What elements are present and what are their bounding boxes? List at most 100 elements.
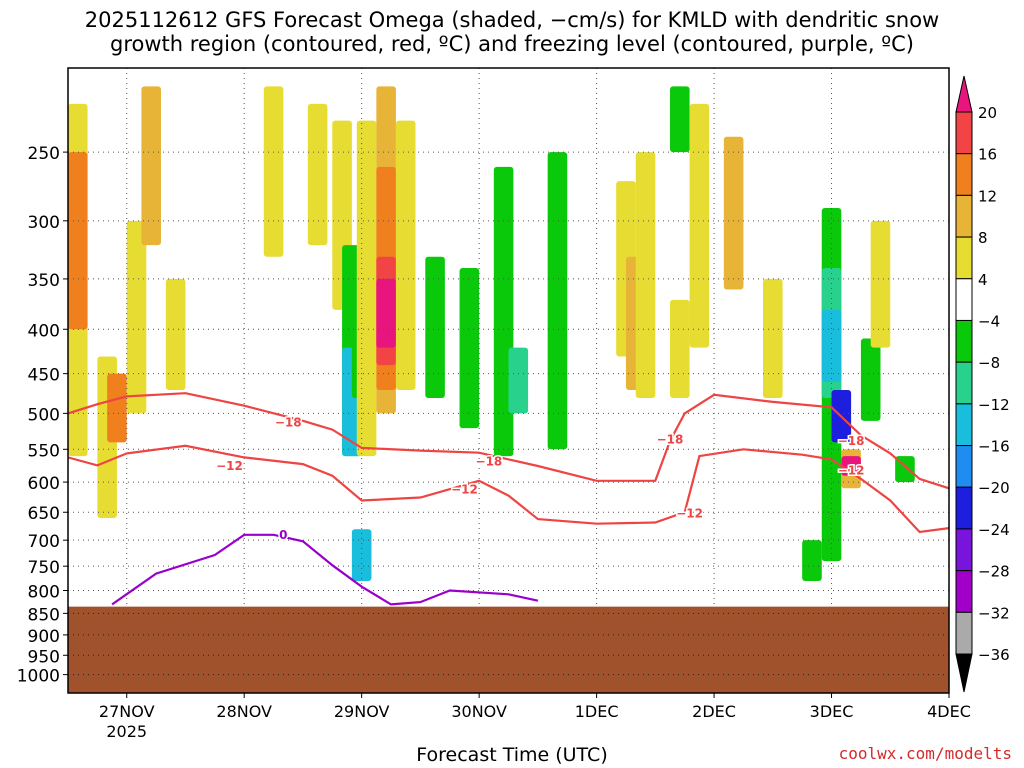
omega-region [107, 373, 127, 443]
y-tick-label: 250 [28, 144, 60, 164]
colorbar-bin [955, 445, 973, 488]
contour-label: −12 [216, 459, 243, 473]
contour-layer: −18 −12 −18 −12 −18 −12 −18 −12 0 [68, 392, 949, 606]
omega-region [356, 120, 377, 457]
colorbar-label: 20 [978, 104, 997, 122]
colorbar-label: −4 [978, 312, 1000, 330]
colorbar-bin [955, 611, 973, 655]
x-tick-sublabel: 2025 [106, 722, 147, 741]
colorbar-bin [955, 486, 973, 530]
colorbar-label: 4 [978, 271, 988, 289]
colorbar-bottom-arrow [955, 653, 973, 693]
omega-region [508, 347, 529, 414]
omega-region [263, 86, 284, 257]
y-tick-label: 500 [28, 405, 60, 425]
omega-region [307, 103, 328, 246]
colorbar-label: 8 [978, 229, 988, 247]
omega-region [870, 220, 891, 348]
y-tick-label: 900 [28, 627, 60, 647]
contour-line [68, 444, 949, 534]
omega-region [547, 152, 568, 450]
omega-region [723, 136, 744, 290]
omega-region [165, 278, 186, 391]
chart-title-line2: growth region (contoured, red, ºC) and f… [110, 32, 914, 56]
y-tick-label: 350 [28, 271, 60, 291]
contour-line [111, 533, 539, 606]
y-tick-label: 650 [28, 504, 60, 524]
y-tick-label: 750 [28, 558, 60, 578]
contour-label: −12 [451, 483, 478, 497]
colorbar-bin [955, 236, 973, 280]
omega-region [689, 103, 710, 348]
axes: 2503003504004505005506006507007508008509… [17, 67, 971, 741]
y-tick-label: 450 [28, 366, 60, 386]
omega-region [670, 299, 690, 398]
contour-label: −18 [838, 434, 865, 448]
colorbar-bin [955, 319, 973, 363]
contour-label: 0 [279, 528, 287, 542]
omega-region [821, 309, 842, 382]
omega-region [395, 120, 416, 391]
ground-fill [68, 606, 949, 693]
colorbar-label: −36 [978, 646, 1010, 664]
colorbar-bin [955, 278, 973, 321]
contour-line [68, 392, 949, 490]
x-tick-label: 29NOV [334, 702, 390, 721]
omega-region [68, 152, 88, 330]
x-axis-label: Forecast Time (UTC) [416, 744, 608, 766]
y-tick-label: 1000 [17, 667, 60, 687]
colorbar-top-arrow [955, 75, 973, 113]
omega-region [841, 456, 861, 476]
omega-region [459, 267, 480, 429]
colorbar-label: 12 [978, 187, 997, 205]
omega-region [860, 338, 881, 421]
colorbar: 20 16 12 8 4 −4 −8 −12 −16 −20 −24 −28 −32 −36 [955, 75, 1010, 693]
omega-region [425, 256, 445, 398]
colorbar-bin [955, 403, 973, 447]
colorbar-label: −32 [978, 604, 1010, 622]
colorbar-label: −24 [978, 521, 1010, 539]
omega-region [635, 152, 656, 398]
y-tick-label: 800 [28, 583, 60, 603]
x-tick-label: 30NOV [451, 702, 507, 721]
x-tick-label: 27NOV [99, 702, 155, 721]
omega-region [376, 278, 396, 348]
omega-region [802, 540, 822, 581]
x-tick-label: 2DEC [692, 702, 736, 721]
omega-region [670, 86, 690, 153]
contour-label: −18 [657, 433, 684, 447]
omega-region [763, 278, 783, 398]
y-tick-label: 600 [28, 474, 60, 494]
colorbar-bin [955, 194, 973, 238]
contour-label: −12 [838, 464, 865, 478]
contour-label: −18 [476, 454, 503, 468]
y-tick-label: 700 [28, 532, 60, 552]
colorbar-label: −16 [978, 438, 1010, 456]
y-tick-label: 850 [28, 605, 60, 625]
colorbar-label: −28 [978, 563, 1010, 581]
y-tick-label: 400 [28, 321, 60, 341]
colorbar-bin [955, 111, 973, 155]
colorbar-bin [955, 153, 973, 196]
x-tick-label: 1DEC [575, 702, 619, 721]
y-tick-label: 300 [28, 213, 60, 233]
colorbar-bin [955, 361, 973, 405]
x-tick-label: 3DEC [810, 702, 854, 721]
y-tick-label: 950 [28, 647, 60, 667]
contour-label: −12 [676, 506, 703, 520]
omega-region [141, 86, 161, 246]
x-tick-label: 4DEC [927, 702, 971, 721]
colorbar-label: −12 [978, 396, 1010, 414]
credit-link[interactable]: coolwx.com/modelts [838, 744, 1012, 763]
colorbar-label: −8 [978, 354, 1000, 372]
omega-region [351, 529, 372, 581]
colorbar-label: 16 [978, 146, 997, 164]
x-tick-label: 28NOV [216, 702, 272, 721]
colorbar-label: −20 [978, 479, 1010, 497]
plot-frame [67, 67, 950, 694]
ground-layer [68, 606, 949, 693]
contour-label: −18 [275, 415, 302, 429]
omega-region [126, 220, 147, 414]
y-tick-label: 550 [28, 441, 60, 461]
